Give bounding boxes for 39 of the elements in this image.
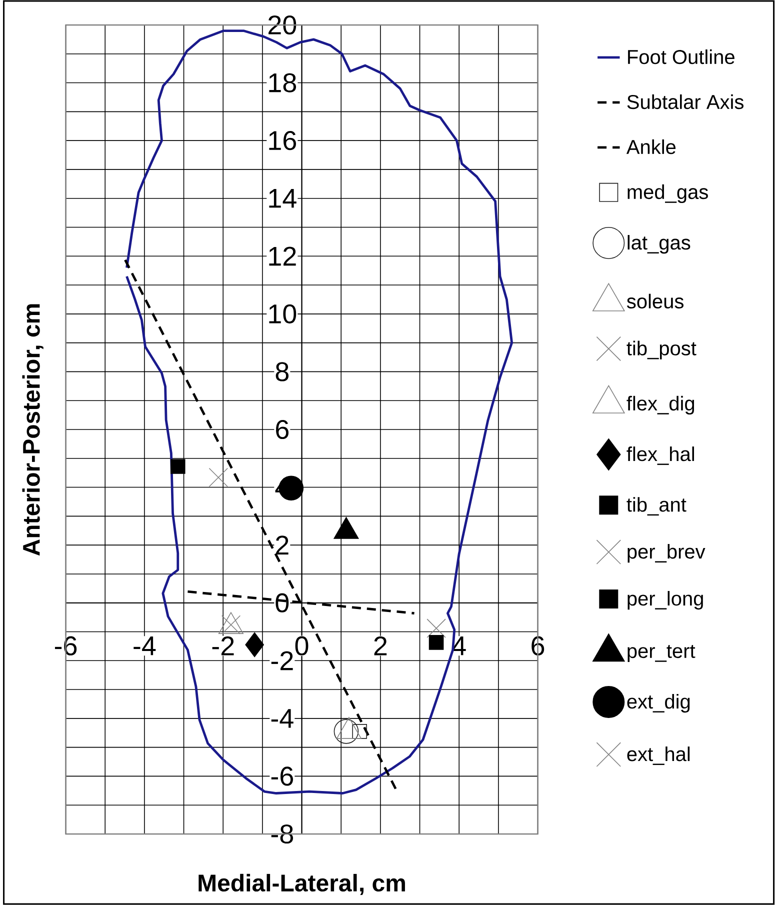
legend-label: per_long — [628, 590, 704, 610]
point — [245, 632, 264, 658]
legend-label: per_tert — [628, 644, 696, 662]
y-axis-title: Anterior-Posterior, cm — [22, 304, 44, 556]
point — [208, 468, 228, 488]
point — [426, 618, 446, 638]
legend-label: lat_gas — [628, 234, 690, 254]
legend-label: ext_dig — [627, 694, 690, 713]
legend-label: per_brev — [628, 544, 706, 563]
x-tick-label: 0 — [295, 636, 308, 656]
legend-label: tib_post — [626, 340, 696, 360]
legend-label: soleus — [627, 294, 684, 308]
legend-label: tib_ant — [626, 497, 686, 516]
x-tick-label: -4 — [134, 636, 156, 656]
x-axis-title: Medial-Lateral, cm — [198, 874, 406, 896]
y-tick-label: -2 — [271, 651, 293, 670]
legend-label: Ankle — [626, 139, 676, 154]
y-tick-label: 14 — [269, 189, 297, 208]
y-tick-label: 6 — [276, 420, 289, 440]
y-tick-label: 18 — [269, 73, 296, 92]
legend-label: Foot Outline — [628, 49, 735, 64]
x-tick-label: -2 — [212, 636, 234, 656]
x-tick-label: 6 — [532, 636, 544, 656]
point — [170, 459, 186, 474]
y-tick-label: 12 — [269, 246, 296, 266]
y-tick-label: 10 — [269, 304, 296, 324]
point — [429, 635, 444, 650]
y-tick-label: 16 — [269, 131, 296, 150]
y-tick-label: 8 — [276, 362, 289, 382]
legend-label: Subtalar Axis — [627, 94, 744, 110]
y-tick-label: 20 — [268, 15, 296, 35]
legend-label: ext_hal — [627, 746, 690, 765]
y-tick-label: -6 — [271, 766, 294, 786]
legend-label: med_gas — [628, 184, 708, 204]
y-tick-label: -4 — [271, 709, 294, 728]
legend-label: flex_dig — [626, 396, 694, 415]
x-tick-label: 2 — [374, 636, 387, 656]
legend-label: flex_hal — [626, 446, 694, 465]
y-tick-label: 2 — [276, 536, 288, 554]
